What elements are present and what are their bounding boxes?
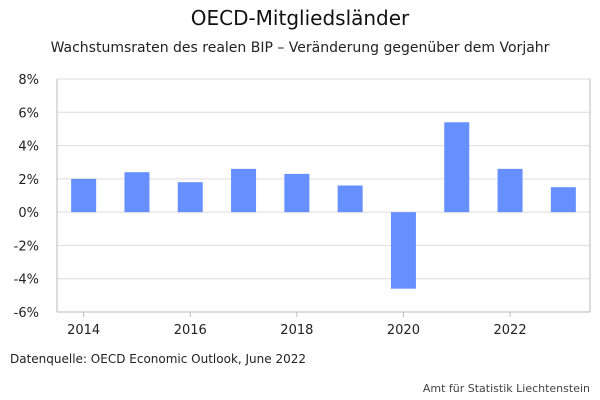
bar-2017 bbox=[231, 168, 257, 213]
publisher-credit: Amt für Statistik Liechtenstein bbox=[422, 382, 590, 395]
bar-2015 bbox=[124, 172, 150, 213]
bars bbox=[71, 122, 576, 289]
bar-2022 bbox=[497, 168, 523, 213]
data-source-note: Datenquelle: OECD Economic Outlook, June… bbox=[10, 352, 307, 366]
y-tick-label: 0% bbox=[18, 206, 39, 221]
y-tick-label: -2% bbox=[14, 239, 39, 254]
x-tick-label: 2020 bbox=[387, 323, 420, 338]
y-tick-label: 4% bbox=[18, 140, 39, 155]
bar-2019 bbox=[337, 185, 363, 213]
x-tick-label: 2018 bbox=[280, 323, 313, 338]
bar-2016 bbox=[177, 182, 203, 213]
x-tick-label: 2022 bbox=[494, 323, 527, 338]
x-axis-ticks: 2014 2016 2018 2020 2022 bbox=[67, 312, 527, 338]
y-axis-ticks: 8% 6% 4% 2% 0% -2% -4% -6% bbox=[14, 73, 39, 321]
x-tick-label: 2014 bbox=[67, 323, 100, 338]
axes bbox=[56, 79, 591, 313]
chart-subtitle: Wachstumsraten des realen BIP – Veränder… bbox=[50, 40, 550, 56]
y-tick-label: -6% bbox=[14, 306, 39, 321]
y-tick-label: -4% bbox=[14, 273, 39, 288]
bar-2018 bbox=[284, 173, 310, 213]
bar-2014 bbox=[71, 178, 97, 213]
bar-2020 bbox=[390, 212, 416, 289]
bar-2021 bbox=[444, 122, 470, 213]
y-tick-label: 8% bbox=[18, 73, 39, 88]
x-tick-label: 2016 bbox=[174, 323, 207, 338]
bar-2023 bbox=[550, 187, 576, 213]
chart-title: OECD-Mitgliedsländer bbox=[190, 6, 410, 30]
y-tick-label: 6% bbox=[18, 106, 39, 121]
y-tick-label: 2% bbox=[18, 173, 39, 188]
